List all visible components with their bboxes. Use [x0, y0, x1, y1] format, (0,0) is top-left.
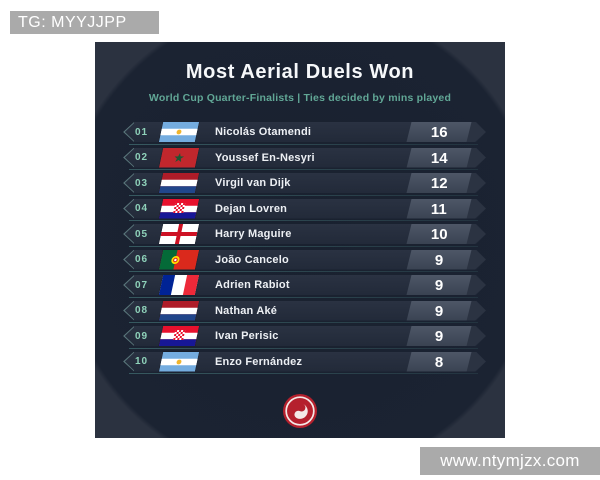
watermark-bottom-right-label: www.ntymjzx.com	[440, 451, 580, 470]
rank-number: 04	[135, 203, 149, 214]
red-swirl-crest-logo-icon	[283, 394, 317, 428]
row-body: 03 Virgil van Dijk 12	[123, 173, 486, 193]
player-name: Enzo Fernández	[215, 355, 303, 368]
value-number: 9	[434, 276, 444, 294]
row-left-point-outline	[123, 326, 135, 346]
row-body: 05 Harry Maguire 10	[123, 224, 486, 244]
rank-number: 03	[135, 177, 149, 189]
table-row: 04 Dejan Lovren 11	[123, 198, 486, 221]
england-flag-icon	[158, 224, 200, 244]
value-badge: 9	[406, 326, 472, 346]
value-number: 16	[430, 123, 448, 141]
table-row: 03 Virgil van Dijk 12	[123, 173, 486, 196]
value-number: 8	[434, 353, 444, 370]
row-body: 01 Nicolás Otamendi 16	[123, 122, 486, 142]
leaderboard-rows: 01 Nicolás Otamendi 16 02 Youssef En-Nes…	[123, 122, 486, 374]
player-name: Dejan Lovren	[215, 202, 288, 215]
player-name: Ivan Perisic	[215, 330, 279, 342]
row-body: 09 Ivan Perisic 9	[123, 326, 486, 346]
value-number: 9	[434, 327, 444, 345]
row-body: 07 Adrien Rabiot 9	[123, 275, 486, 295]
row-left-point-outline	[123, 250, 135, 270]
table-row: 06 João Cancelo 9	[123, 249, 486, 272]
player-name: Nicolás Otamendi	[215, 126, 312, 138]
row-left-point-outline	[123, 275, 135, 295]
player-name: Youssef En-Nesyri	[215, 151, 315, 164]
value-number: 12	[430, 174, 448, 192]
croatia-flag-icon	[158, 198, 200, 219]
row-body: 10 Enzo Fernández 8	[123, 351, 486, 372]
table-row: 05 Harry Maguire 10	[123, 224, 486, 247]
row-left-point-outline	[123, 352, 135, 372]
rank-number: 05	[135, 228, 149, 240]
value-badge: 9	[406, 249, 472, 270]
morocco-flag-icon	[158, 147, 200, 168]
france-flag-icon	[158, 275, 200, 295]
row-body: 06 João Cancelo 9	[123, 249, 486, 270]
page-title: Most Aerial Duels Won	[185, 61, 415, 83]
argentina-flag-icon	[158, 122, 200, 142]
row-left-point-outline	[123, 148, 135, 168]
rank-number: 10	[135, 356, 149, 367]
table-row: 10 Enzo Fernández 8	[123, 351, 486, 374]
row-left-point-outline	[123, 224, 135, 244]
portugal-flag-icon	[158, 249, 200, 270]
argentina-flag-icon	[158, 351, 200, 372]
value-number: 11	[431, 200, 447, 217]
table-row: 09 Ivan Perisic 9	[123, 326, 486, 349]
table-row: 01 Nicolás Otamendi 16	[123, 122, 486, 145]
table-row: 08 Nathan Aké 9	[123, 300, 486, 323]
rank-number: 06	[135, 254, 149, 265]
value-number: 9	[434, 251, 444, 268]
netherlands-flag-icon	[158, 300, 200, 321]
value-badge: 11	[406, 198, 472, 219]
croatia-flag-icon	[158, 326, 200, 346]
value-badge: 16	[406, 122, 472, 142]
player-name: Nathan Aké	[215, 304, 278, 317]
row-left-point-outline	[123, 301, 135, 321]
rank-number: 07	[135, 279, 149, 291]
value-badge: 12	[406, 173, 472, 193]
rank-number: 01	[135, 126, 149, 138]
netherlands-flag-icon	[158, 173, 200, 193]
row-body: 02 Youssef En-Nesyri 14	[123, 147, 486, 168]
value-badge: 10	[406, 224, 472, 244]
row-left-point-outline	[123, 122, 135, 142]
value-badge: 9	[406, 275, 472, 295]
watermark-top-left-label: TG: MYYJJPP	[18, 13, 127, 31]
page-subtitle: World Cup Quarter-Finalists | Ties decid…	[148, 92, 452, 104]
rank-number: 08	[135, 305, 149, 316]
watermark-top-left: TG: MYYJJPP	[10, 11, 159, 34]
watermark-bottom-right: www.ntymjzx.com	[420, 447, 600, 475]
table-row: 02 Youssef En-Nesyri 14	[123, 147, 486, 170]
table-row: 07 Adrien Rabiot 9	[123, 275, 486, 298]
rank-number: 02	[135, 152, 149, 163]
value-number: 14	[430, 149, 448, 166]
row-left-point-outline	[123, 199, 135, 219]
rank-number: 09	[135, 330, 149, 342]
value-badge: 9	[406, 300, 472, 321]
player-name: Virgil van Dijk	[215, 177, 291, 189]
value-badge: 8	[406, 351, 472, 372]
value-number: 10	[430, 225, 448, 243]
player-name: Harry Maguire	[215, 228, 292, 240]
player-name: João Cancelo	[215, 253, 289, 266]
player-name: Adrien Rabiot	[215, 279, 290, 291]
leaderboard-card: Most Aerial Duels Won World Cup Quarter-…	[95, 42, 505, 438]
value-badge: 14	[406, 147, 472, 168]
row-body: 04 Dejan Lovren 11	[123, 198, 486, 219]
row-body: 08 Nathan Aké 9	[123, 300, 486, 321]
row-left-point-outline	[123, 173, 135, 193]
value-number: 9	[434, 302, 444, 319]
